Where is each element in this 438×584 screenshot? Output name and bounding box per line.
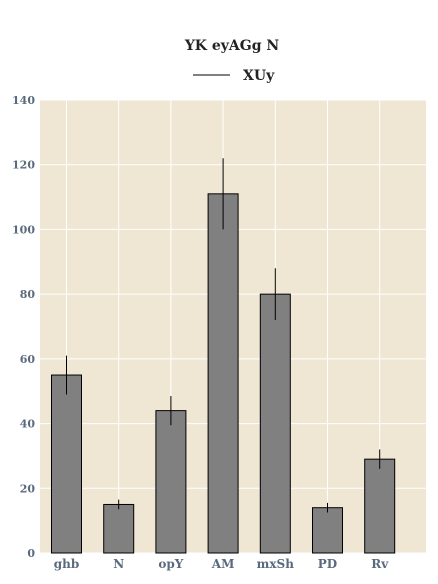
- x-tick-label: mxSh: [257, 557, 295, 571]
- bar-mxSh: [259, 293, 291, 554]
- bar-AM: [207, 193, 239, 554]
- y-axis-ticks: 0 20 40 60 80 100 120 140: [12, 94, 35, 560]
- x-tick-label: Rv: [371, 557, 389, 571]
- chart-title: YK eyAGg N: [184, 38, 280, 54]
- bar-ghb: [51, 374, 82, 554]
- x-tick-label: ghb: [54, 557, 80, 571]
- y-tick-label: 60: [20, 353, 36, 366]
- error-bars: [66, 158, 381, 513]
- y-tick-label: 120: [12, 159, 35, 172]
- bar-Rv: [364, 458, 396, 554]
- y-tick-label: 140: [12, 94, 35, 107]
- y-tick-label: 20: [20, 482, 36, 495]
- x-tick-label: AM: [211, 557, 235, 571]
- legend: XUy: [193, 68, 275, 84]
- bar-opY: [155, 410, 187, 554]
- bar-N: [103, 503, 135, 554]
- x-tick-label: PD: [318, 557, 337, 571]
- y-tick-label: 80: [20, 288, 36, 301]
- y-tick-label: 40: [20, 418, 36, 431]
- y-tick-label: 100: [12, 223, 35, 236]
- x-tick-label: N: [113, 557, 124, 571]
- y-tick-label: 0: [27, 547, 35, 560]
- bar-PD: [312, 507, 343, 554]
- legend-label: XUy: [243, 68, 275, 84]
- x-tick-label: opY: [158, 557, 183, 571]
